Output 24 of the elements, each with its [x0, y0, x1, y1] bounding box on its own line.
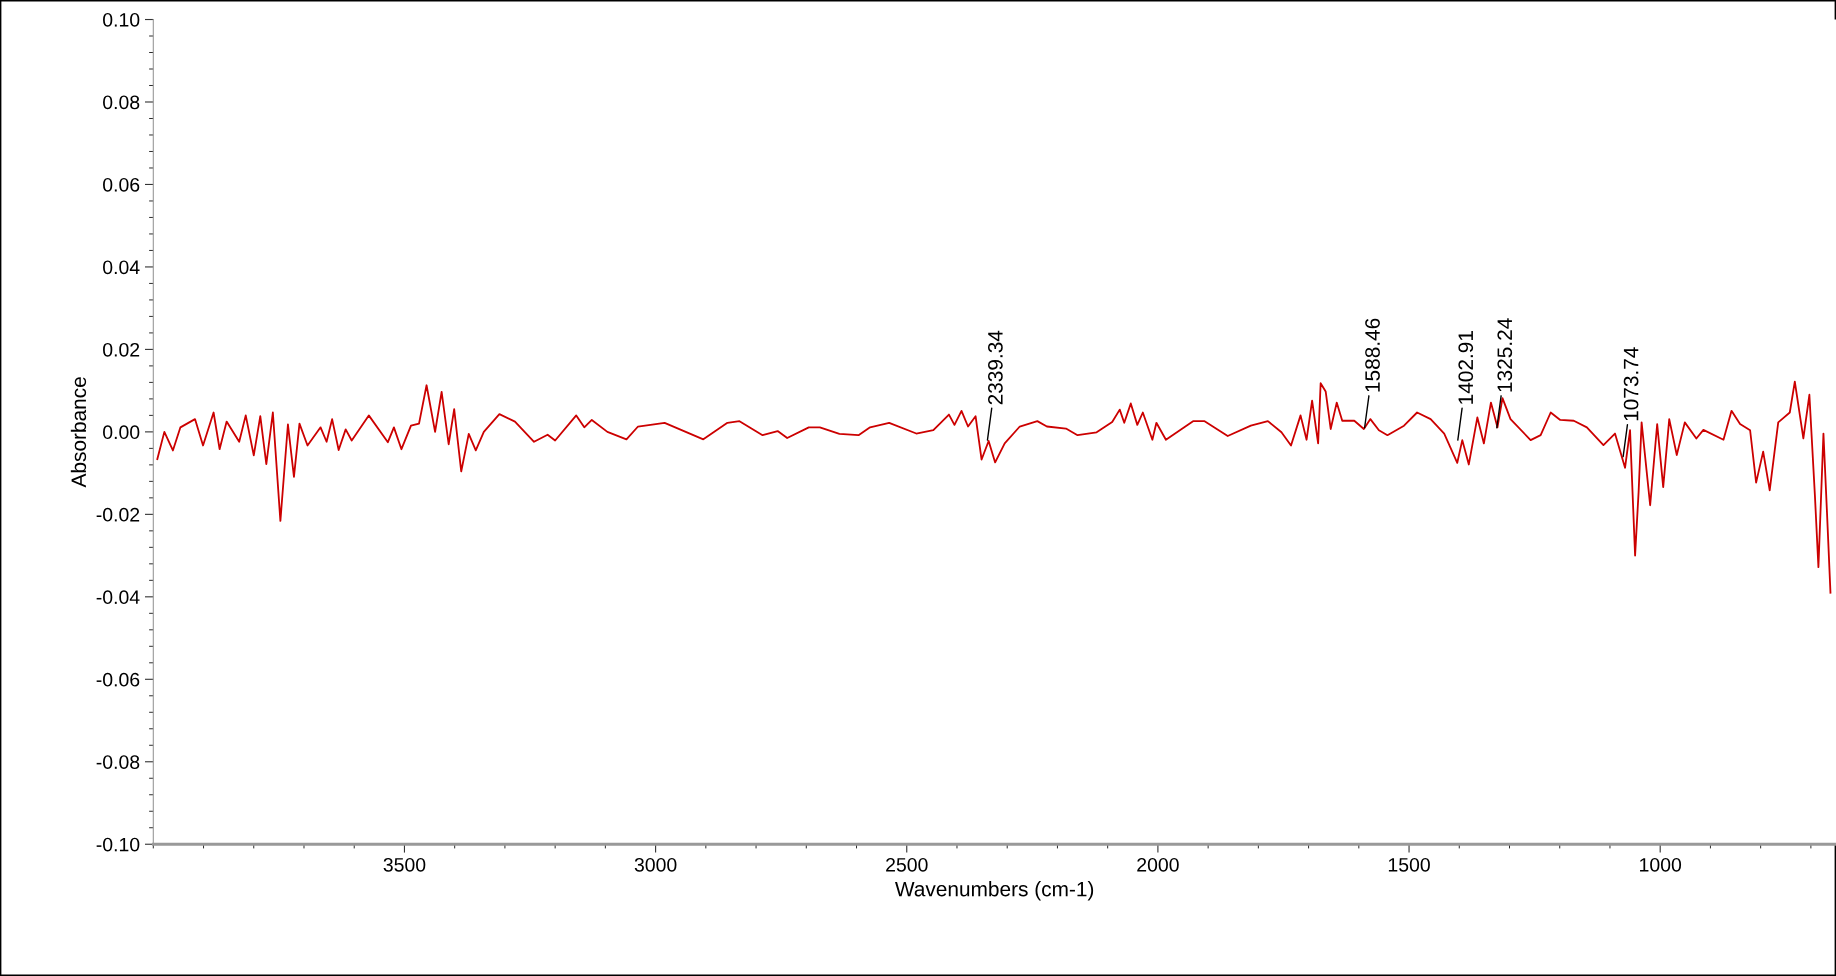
annotation: 1073.74 — [1623, 347, 1639, 421]
annotation: 1402.91 — [1458, 331, 1474, 404]
y-tick-label: -0.04 — [96, 590, 140, 605]
y-tick-label: -0.08 — [96, 755, 140, 770]
y-tick-label: 0.06 — [103, 177, 140, 192]
y-axis-title: Absorbance — [70, 377, 87, 488]
x-tick-label: 1000 — [1640, 857, 1682, 872]
y-tick-label: 0.04 — [103, 260, 140, 275]
x-tick-label: 3000 — [634, 857, 677, 872]
y-tick-label: -0.10 — [96, 837, 140, 852]
y-tick-label: 0.02 — [103, 342, 140, 357]
annotation: 1325.24 — [1497, 318, 1513, 392]
x-tick-label: 2000 — [1137, 857, 1179, 872]
x-tick-label: 2500 — [886, 857, 928, 872]
y-tick-label: -0.02 — [96, 507, 140, 522]
x-tick-label: 3500 — [383, 857, 426, 872]
y-tick-label: 0.00 — [103, 425, 140, 440]
annotation: 2339.34 — [988, 330, 1003, 405]
y-tick-label: -0.06 — [96, 672, 140, 687]
x-axis-title: Wavenumbers (cm-1) — [895, 881, 1094, 901]
y-tick-label: 0.10 — [103, 12, 140, 27]
y-tick-label: 0.08 — [103, 95, 140, 110]
annotation: 1588.46 — [1365, 318, 1380, 392]
x-tick-label: 1500 — [1388, 857, 1430, 872]
